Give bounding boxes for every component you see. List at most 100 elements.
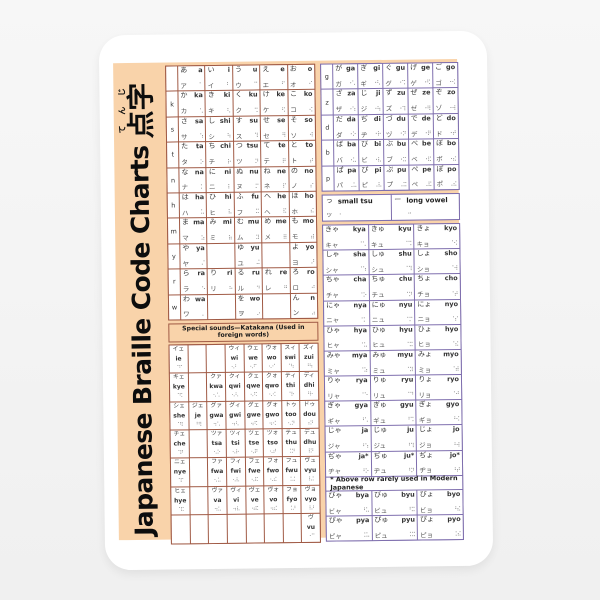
braille-pattern: ⠘⠩ bbox=[405, 417, 414, 425]
romaji: gwi bbox=[229, 411, 242, 419]
katakana: ジャ bbox=[327, 442, 341, 451]
katakana: コ bbox=[290, 106, 297, 115]
braille-pattern: ⠐⠯ bbox=[423, 155, 432, 163]
romaji: he bbox=[277, 192, 287, 201]
katakana: ノ bbox=[291, 182, 298, 191]
braille-pattern: ⠲⠥ bbox=[214, 506, 222, 513]
kana-cell: ぜ ze ゼ ⠐⠻ bbox=[408, 88, 433, 114]
hiragana: け bbox=[262, 90, 270, 99]
katakana: ゼ bbox=[410, 104, 418, 113]
romaji: ki bbox=[223, 91, 231, 100]
romaji: dhi bbox=[303, 381, 315, 390]
braille-pattern: ⠧ bbox=[227, 209, 232, 217]
katakana: クォ bbox=[266, 373, 278, 380]
romaji: ne bbox=[276, 166, 287, 175]
romaji: ho bbox=[304, 191, 314, 200]
braille-pattern: ⠠⠭ bbox=[398, 181, 407, 189]
romaji: vi bbox=[233, 496, 240, 504]
yoon-note: * Above row rarely used in Modern Japane… bbox=[326, 474, 463, 492]
katakana: ピャ bbox=[328, 532, 342, 541]
special-sound-cell: フュ fwu ⠨⠬ bbox=[282, 457, 301, 486]
hiragana: ず bbox=[385, 89, 393, 98]
kana-cell: て te テ ⠟ bbox=[261, 141, 288, 166]
katakana: ト bbox=[290, 157, 298, 166]
braille-pattern: ⠈⠽ bbox=[405, 366, 414, 374]
braille-pattern: ⠵ bbox=[200, 234, 205, 242]
hiragana: れ bbox=[264, 268, 272, 277]
kana-cell: ぢょ jo* ヂョ ⠘⠞ bbox=[417, 450, 463, 476]
romaji: zo bbox=[447, 88, 456, 97]
braille-pattern: ⠨⠥ bbox=[361, 532, 370, 540]
braille-pattern: ⠈⠝ bbox=[404, 291, 413, 299]
hiragana: ひゅ bbox=[371, 325, 387, 334]
braille-pattern: ⠢⠝ bbox=[287, 420, 295, 427]
katakana: ヲ bbox=[237, 310, 245, 319]
katakana: ネ bbox=[263, 182, 271, 191]
romaji: so bbox=[304, 115, 313, 124]
braille-pattern: ⠘⠕ bbox=[360, 467, 369, 476]
hiragana: ぴょ bbox=[419, 515, 435, 524]
katakana: ド bbox=[435, 129, 443, 138]
hiragana: て bbox=[263, 141, 271, 150]
kana-cell: びゃ bya ビャ ⠘⠥ bbox=[326, 490, 372, 516]
katakana: ブ bbox=[386, 155, 393, 164]
katakana: ガ bbox=[335, 80, 342, 89]
kana-cell: にょ nyo ニョ ⠈⠎ bbox=[415, 299, 461, 325]
katakana: ニャ bbox=[326, 316, 340, 325]
romaji: cho bbox=[444, 274, 458, 283]
hiragana: びょ bbox=[419, 490, 434, 499]
special-sound-cell: ウォ wo ⠢⠊ bbox=[262, 344, 281, 372]
special-sounds-header: Special sounds—Katakana (Used in foreign… bbox=[168, 321, 319, 343]
braille-pattern: ⠍ bbox=[254, 183, 259, 191]
romaji: zu bbox=[397, 89, 406, 98]
special-sound-cell: クァ kwa ⠢⠡ bbox=[207, 373, 226, 401]
katakana: ア bbox=[180, 82, 187, 91]
row-label bbox=[166, 66, 178, 91]
kana-cell: そ so ソ ⠺ bbox=[288, 115, 316, 141]
katakana: フョ bbox=[286, 486, 298, 493]
hiragana: ぴゅ bbox=[374, 515, 389, 525]
katakana: チャ bbox=[325, 291, 339, 300]
romaji: fwu bbox=[285, 467, 298, 475]
title-furigana: てんじ bbox=[117, 82, 128, 139]
braille-pattern: ⠢⠫ bbox=[249, 392, 258, 399]
katakana: チョ bbox=[417, 290, 431, 299]
braille-pattern: ⠐⠕ bbox=[348, 131, 357, 139]
hiragana: ぴ bbox=[361, 165, 369, 174]
braille-pattern: ⠢⠣ bbox=[231, 392, 239, 399]
romaji: tsu bbox=[246, 141, 259, 150]
braille-pattern: ⠘⠪ bbox=[451, 416, 460, 424]
kana-cell: ぢゅ ju* ヂュ ⠘⠝ bbox=[371, 451, 417, 476]
braille-pattern: ⠌ bbox=[200, 260, 205, 268]
hiragana: も bbox=[291, 217, 299, 226]
katakana: ピュ bbox=[374, 531, 388, 540]
kana-cell: ご go ゴ ⠐⠪ bbox=[433, 63, 458, 88]
braille-pattern: ⠙ bbox=[256, 284, 261, 293]
hiragana: しゅ bbox=[371, 250, 386, 259]
braille-pattern: ⠈⠗ bbox=[287, 392, 295, 399]
katakana: グェ bbox=[247, 402, 260, 409]
hiragana: あ bbox=[180, 66, 188, 75]
row-label: z bbox=[321, 89, 333, 115]
kana-cell: ひ hi ヒ ⠧ bbox=[207, 192, 234, 218]
katakana: ヴィ bbox=[230, 487, 242, 494]
yoon-table: きゃ kya キャ ⠈⠡ きゅ kyu キュ ⠈⠩ きょ kyo キョ ⠈⠪ しゃ sha シャ ⠈⠱ しゅ sh… bbox=[322, 222, 464, 542]
romaji: ra bbox=[197, 269, 206, 278]
braille-pattern: ⠘⠺ bbox=[451, 441, 460, 449]
katakana: ニョ bbox=[417, 315, 431, 324]
braille-pattern: ⠱ bbox=[199, 133, 204, 141]
katakana: ニュ bbox=[371, 316, 385, 325]
katakana: ホ bbox=[291, 207, 299, 216]
hiragana: ろ bbox=[292, 268, 300, 277]
romaji: fwe bbox=[248, 467, 261, 475]
romaji: sha bbox=[353, 250, 367, 259]
romaji: chi bbox=[220, 141, 231, 151]
katakana: ヴァ bbox=[211, 487, 224, 494]
hiragana: ぢゃ bbox=[327, 452, 342, 461]
kana: ー bbox=[394, 195, 402, 204]
empty-cell bbox=[246, 514, 265, 543]
special-sound-cell: ヴァ va ⠲⠥ bbox=[208, 486, 227, 515]
romaji: i bbox=[227, 65, 231, 74]
kana-cell: を wo ヲ ⠔ bbox=[235, 293, 263, 319]
braille-pattern: ⠎ bbox=[309, 182, 314, 190]
